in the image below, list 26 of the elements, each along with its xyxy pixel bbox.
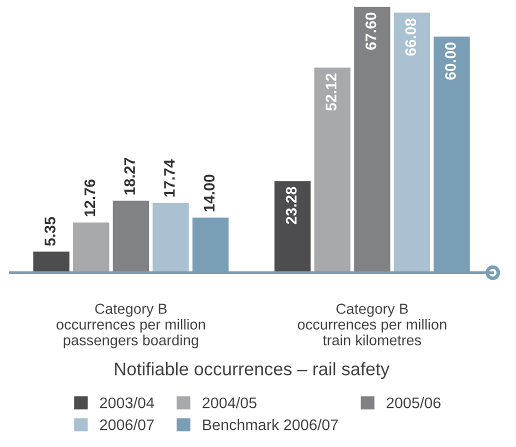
- data-label: 67.60: [365, 12, 376, 50]
- bar: [354, 6, 390, 273]
- data-label: 5.35: [44, 216, 56, 246]
- legend-label: 2006/07: [100, 419, 154, 430]
- bar: [73, 222, 110, 273]
- data-label: 23.28: [286, 186, 297, 224]
- data-label: 52.12: [326, 74, 336, 111]
- x-axis-title: Notifiable occurrences – rail safety: [115, 362, 390, 379]
- bar: [112, 200, 150, 273]
- data-label: 18.27: [124, 158, 136, 195]
- bar: [314, 68, 350, 273]
- bar: [33, 252, 70, 273]
- legend-label: Benchmark 2006/07: [203, 419, 338, 430]
- data-label: 12.76: [84, 179, 96, 216]
- legend-label: 2003/04: [100, 397, 154, 408]
- data-label: 60.00: [445, 42, 456, 80]
- data-label: 14.00: [204, 174, 215, 212]
- legend-label: 2005/06: [386, 397, 440, 408]
- bar: [274, 181, 311, 273]
- bar: [394, 12, 430, 273]
- legend-label: 2004/05: [202, 397, 256, 408]
- x-tick-label: Category B occurrences per million passengers boarding: [56, 304, 205, 348]
- data-label: 17.74: [164, 159, 175, 197]
- x-tick-label: Category B occurrences per million train kilometres: [298, 304, 446, 346]
- bar: [152, 202, 189, 273]
- data-label: 66.08: [405, 18, 416, 56]
